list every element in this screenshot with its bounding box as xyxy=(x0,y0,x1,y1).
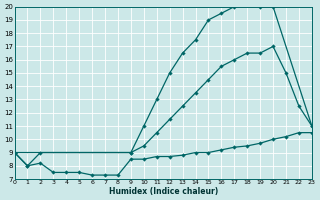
X-axis label: Humidex (Indice chaleur): Humidex (Indice chaleur) xyxy=(108,187,218,196)
